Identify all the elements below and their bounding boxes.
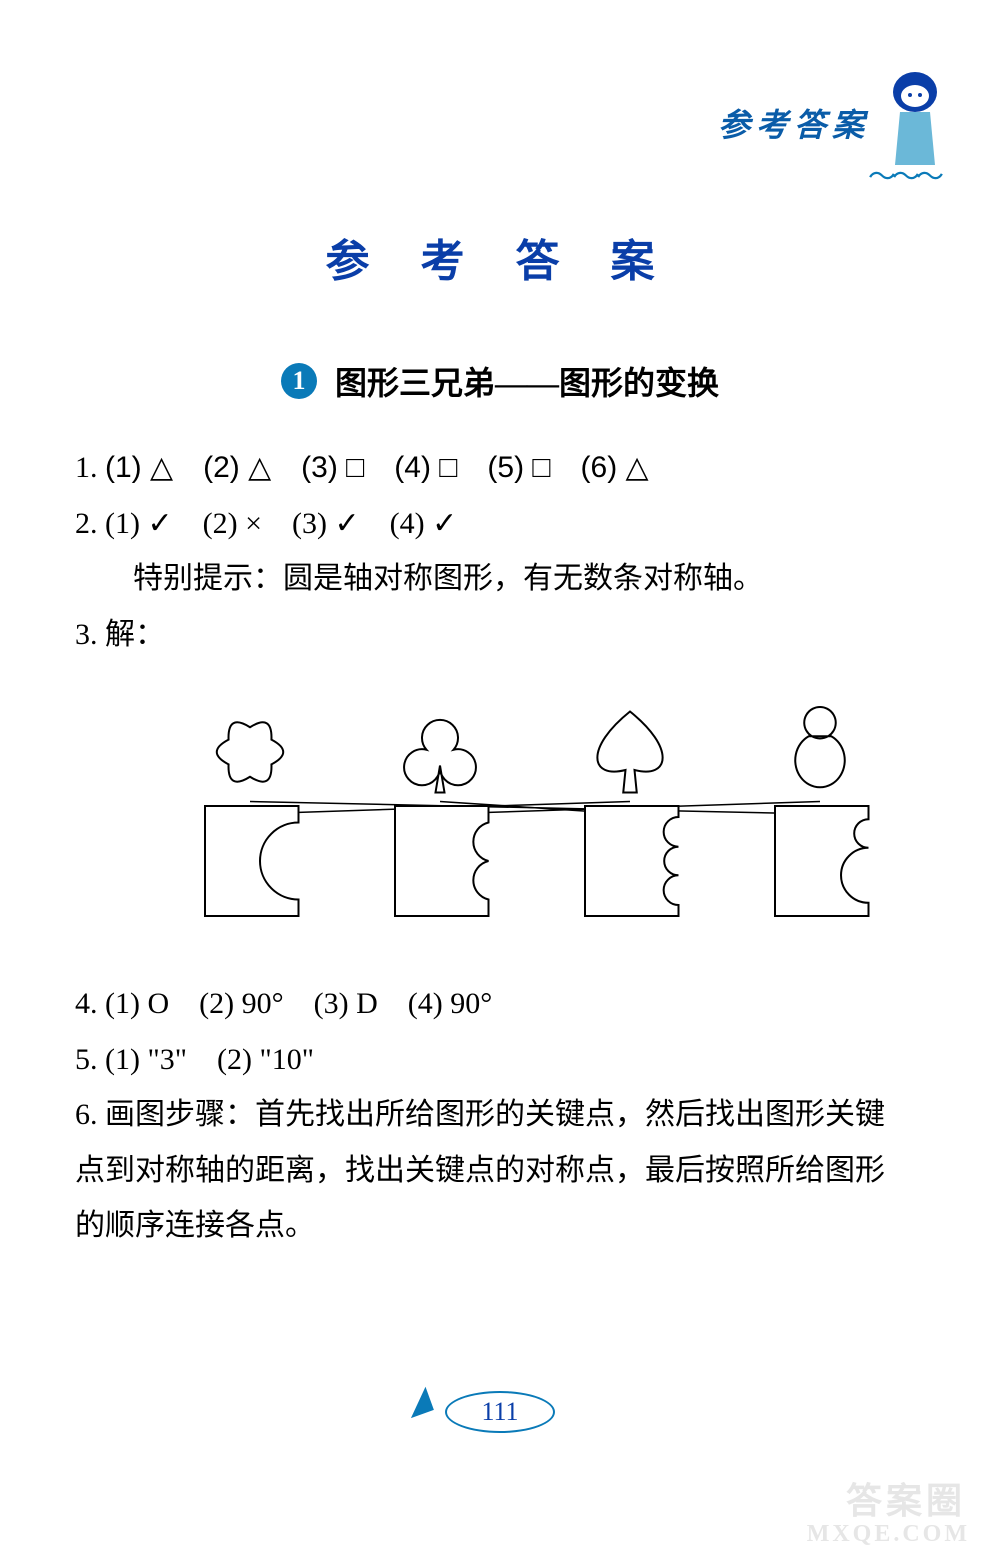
q2-prefix: 2. [75,507,98,540]
q5-line: 5. (1) "3" (2) "10" [75,1032,910,1088]
q1-part-4: (4) □ [394,451,457,484]
q4-part-2: (2) 90° [199,987,283,1020]
q4-part-3: (3) D [314,987,378,1020]
q1-part-3: (3) □ [301,451,364,484]
q4-part-4: (4) 90° [408,987,492,1020]
q2-part-1: (1) ✓ [105,507,173,540]
header-badge-text: 参考答案 [718,100,870,146]
q2-hint: 特别提示：圆是轴对称图形，有无数条对称轴。 [75,551,910,607]
content-area: 1. (1) △ (2) △ (3) □ (4) □ (5) □ (6) △ 2… [75,440,910,1254]
q1-line: 1. (1) △ (2) △ (3) □ (4) □ (5) □ (6) △ [75,440,910,496]
footer: ◢ 111 [0,1391,1000,1433]
q5-part-1: (1) "3" [105,1043,187,1076]
footer-page-number: 111 [481,1397,518,1427]
q1-part-1: (1) △ [105,451,173,484]
q2-part-3: (3) ✓ [292,507,360,540]
q1-part-6: (6) △ [581,451,649,484]
q1-part-2: (2) △ [203,451,271,484]
q2-part-2: (2) × [203,507,262,540]
q2-part-4: (4) ✓ [390,507,458,540]
q5-part-2: (2) "10" [217,1043,314,1076]
q5-prefix: 5. [75,1043,98,1076]
q1-prefix: 1. [75,451,98,484]
footer-deco-icon: ◢ [399,1378,435,1422]
q4-line: 4. (1) O (2) 90° (3) D (4) 90° [75,976,910,1032]
section-number: 1 [281,363,317,399]
page-title: 参 考 答 案 [0,225,1000,289]
footer-page-oval: ◢ 111 [445,1391,555,1433]
section-title: 图形三兄弟——图形的变换 [335,358,719,404]
q4-prefix: 4. [75,987,98,1020]
q6-text: 6. 画图步骤：首先找出所给图形的关键点，然后找出图形关键点到对称轴的距离，找出… [75,1087,910,1254]
q3-diagram [105,666,925,976]
q4-part-1: (1) O [105,987,169,1020]
q1-part-5: (5) □ [487,451,550,484]
header-squiggle-icon: ～～～ [868,155,940,195]
watermark-cn: 答案圈 [846,1472,966,1524]
section-header: 1 图形三兄弟——图形的变换 [0,358,1000,404]
q2-line: 2. (1) ✓ (2) × (3) ✓ (4) ✓ [75,496,910,552]
q3-prefix: 3. 解： [75,607,910,663]
watermark-en: MXQE.COM [807,1521,970,1548]
